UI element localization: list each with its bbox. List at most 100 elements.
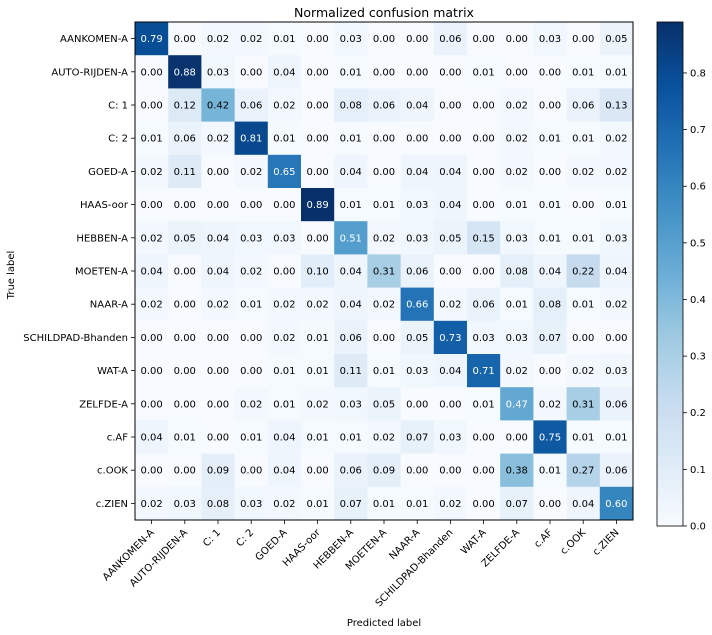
cell-value-label: 0.02: [207, 134, 229, 145]
cell-value-label: 0.00: [439, 399, 461, 410]
cell-value-label: 0.01: [539, 134, 561, 145]
cell-value-label: 0.31: [373, 267, 395, 278]
cell-value-label: 0.02: [140, 167, 162, 178]
y-tick-label: AANKOMEN-A: [60, 34, 128, 45]
heatmap-cell: [599, 55, 634, 89]
heatmap-cell: [135, 154, 169, 189]
cell-value-label: 0.00: [140, 366, 162, 377]
cell-value-label: 0.02: [605, 134, 627, 145]
cell-value-label: 0.02: [605, 167, 627, 178]
heatmap-cell: [433, 22, 468, 56]
heatmap-cell: [500, 320, 534, 355]
heatmap-cell: [334, 121, 368, 156]
heatmap-cell: [168, 486, 202, 521]
cell-value-label: 0.05: [174, 233, 196, 244]
heatmap-cell: [168, 121, 202, 156]
heatmap-cell: [500, 420, 534, 454]
cell-value-label: 0.01: [340, 134, 362, 145]
cell-value-label: 0.07: [340, 499, 362, 510]
heatmap-cell: [234, 221, 269, 255]
cell-value-label: 0.12: [174, 101, 196, 112]
heatmap-cell: [467, 254, 501, 288]
heatmap-cell: [367, 121, 401, 156]
cell-value-label: 0.01: [572, 134, 594, 145]
cell-value-label: 0.00: [174, 466, 196, 477]
heatmap-cells: [135, 22, 634, 521]
heatmap-cell: [334, 420, 368, 454]
cell-value-label: 0.04: [140, 267, 162, 278]
heatmap-cell: [334, 320, 368, 355]
heatmap-cell: [367, 221, 401, 255]
heatmap-cell: [566, 420, 601, 454]
y-tick-label: HAAS-oor: [80, 200, 129, 211]
heatmap-cell: [599, 88, 634, 122]
cell-value-label: 0.00: [273, 200, 295, 211]
heatmap-cell: [566, 287, 601, 322]
cell-value-label: 0.02: [306, 300, 328, 311]
heatmap-cell: [599, 420, 634, 454]
heatmap-cell: [367, 188, 401, 222]
heatmap-cell: [234, 387, 269, 421]
cell-value-label: 0.01: [605, 67, 627, 78]
heatmap-cell: [467, 154, 501, 189]
heatmap-cell: [467, 121, 501, 156]
heatmap-cell: [301, 420, 335, 454]
cell-value-label: 0.00: [306, 466, 328, 477]
y-tick-label: NAAR-A: [90, 300, 128, 311]
cell-value-label: 0.13: [605, 101, 627, 112]
cell-value-label: 0.00: [472, 34, 494, 45]
cell-value-label: 0.06: [572, 101, 594, 112]
cell-value-label: 0.02: [273, 101, 295, 112]
cell-value-label: 0.00: [572, 200, 594, 211]
cell-value-label: 0.03: [174, 499, 196, 510]
cell-value-label: 0.00: [472, 134, 494, 145]
heatmap-cell: [500, 22, 534, 56]
heatmap-cell: [467, 387, 501, 421]
heatmap-cell: [433, 55, 468, 89]
cell-value-label: 0.71: [472, 366, 494, 377]
heatmap-cell: [599, 121, 634, 156]
heatmap-cell: [500, 354, 534, 388]
heatmap-cell: [599, 354, 634, 388]
heatmap-cell: [433, 420, 468, 454]
cell-value-label: 0.01: [373, 499, 395, 510]
heatmap-cell: [135, 486, 169, 521]
cell-value-label: 0.02: [373, 300, 395, 311]
heatmap-cell: [433, 486, 468, 521]
heatmap-cell: [566, 453, 601, 488]
heatmap-cell: [267, 88, 302, 122]
cell-value-label: 0.01: [240, 433, 262, 444]
heatmap-cell: [566, 221, 601, 255]
cell-value-label: 0.38: [506, 466, 528, 477]
heatmap-cell: [234, 320, 269, 355]
cell-value-label: 0.00: [306, 167, 328, 178]
cell-value-label: 0.22: [572, 267, 594, 278]
cell-value-label: 0.00: [306, 233, 328, 244]
cell-value-label: 0.00: [140, 466, 162, 477]
cell-value-label: 0.01: [273, 34, 295, 45]
heatmap-cell: [301, 55, 335, 89]
cell-value-label: 0.00: [174, 399, 196, 410]
heatmap-cell: [367, 453, 401, 488]
heatmap-cell: [500, 188, 534, 222]
heatmap-cell: [301, 188, 335, 222]
heatmap-cell: [367, 486, 401, 521]
heatmap-cell: [400, 387, 435, 421]
heatmap-cell: [400, 121, 435, 156]
cell-value-label: 0.00: [439, 466, 461, 477]
heatmap-cell: [433, 88, 468, 122]
cell-value-label: 0.01: [340, 433, 362, 444]
heatmap-cell: [201, 320, 235, 355]
heatmap-cell: [599, 154, 634, 189]
heatmap-cell: [433, 154, 468, 189]
heatmap-cell: [566, 154, 601, 189]
cell-value-label: 0.02: [506, 101, 528, 112]
heatmap-cell: [467, 354, 501, 388]
heatmap-cell: [467, 188, 501, 222]
x-tick-label: C: 2: [234, 527, 256, 549]
cell-value-label: 0.06: [472, 300, 494, 311]
heatmap-cell: [599, 22, 634, 56]
heatmap-cell: [566, 22, 601, 56]
cell-value-label: 0.01: [306, 433, 328, 444]
heatmap-cell: [168, 22, 202, 56]
